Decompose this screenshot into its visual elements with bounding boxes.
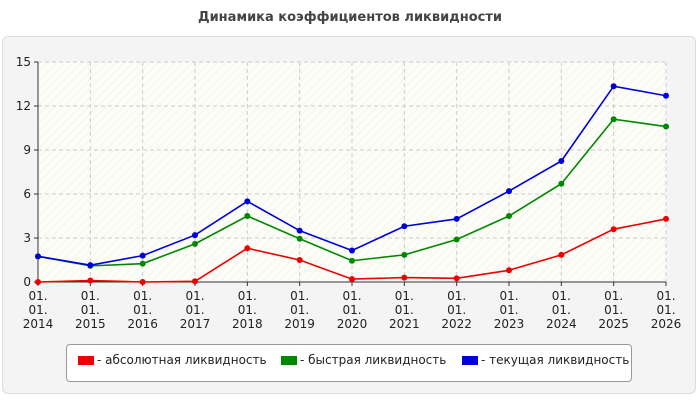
legend-swatch-absolute bbox=[78, 355, 94, 365]
data-point-2 bbox=[244, 198, 251, 205]
legend: - абсолютная ликвидность - быстрая ликви… bbox=[66, 344, 632, 382]
data-point-1 bbox=[558, 180, 565, 187]
data-point-1 bbox=[139, 260, 146, 267]
y-tick-label: 0 bbox=[23, 275, 31, 289]
x-tick-label: 01. 01. 2023 bbox=[494, 289, 525, 331]
x-tick-label: 01. 01. 2024 bbox=[546, 289, 577, 331]
data-point-1 bbox=[192, 240, 198, 247]
x-tick-label: 01. 01. 2016 bbox=[127, 289, 158, 331]
data-point-0 bbox=[506, 267, 512, 274]
data-point-2 bbox=[506, 188, 512, 195]
data-point-0 bbox=[87, 277, 94, 284]
chart-title: Динамика коэффициентов ликвидности bbox=[198, 10, 502, 25]
data-point-2 bbox=[35, 253, 41, 260]
data-point-1 bbox=[401, 251, 408, 258]
y-tick-label: 12 bbox=[16, 99, 31, 113]
data-point-1 bbox=[244, 213, 251, 219]
data-point-0 bbox=[453, 275, 460, 282]
x-tick-label: 01. 01. 2019 bbox=[284, 289, 315, 331]
y-tick-label: 15 bbox=[16, 55, 31, 69]
y-tick-label: 6 bbox=[23, 187, 31, 201]
data-point-2 bbox=[192, 232, 198, 239]
x-tick-label: 01. 01. 2021 bbox=[389, 289, 420, 331]
legend-swatch-quick bbox=[281, 355, 297, 365]
data-point-1 bbox=[610, 116, 617, 123]
tick-labels: 0 3 6 9 12 15 01. 01. 2014 01. 01. 2015 01. 01. 2016 01… bbox=[16, 55, 682, 331]
data-point-1 bbox=[506, 213, 512, 219]
x-tick-label: 01. 01. 2025 bbox=[598, 289, 629, 331]
x-tick-label: 01. 01. 2015 bbox=[75, 289, 106, 331]
x-tick-label: 01. 01. 2018 bbox=[232, 289, 263, 331]
data-point-1 bbox=[663, 123, 669, 130]
y-tick-label: 9 bbox=[23, 143, 31, 157]
series-layer bbox=[35, 83, 669, 285]
legend-item-absolute: - абсолютная ликвидность bbox=[78, 353, 267, 367]
data-point-0 bbox=[35, 279, 41, 285]
x-tick-label: 01. 01. 2014 bbox=[23, 289, 54, 331]
data-point-1 bbox=[296, 235, 303, 242]
data-point-0 bbox=[610, 226, 617, 233]
data-point-0 bbox=[244, 245, 251, 252]
data-point-2 bbox=[558, 158, 565, 164]
legend-label-quick: - быстрая ликвидность bbox=[300, 353, 447, 367]
data-point-0 bbox=[349, 276, 355, 283]
legend-item-quick: - быстрая ликвидность bbox=[281, 353, 446, 367]
data-point-0 bbox=[296, 257, 303, 263]
legend-item-current: - текущая ликвидность bbox=[462, 353, 629, 367]
data-point-1 bbox=[453, 236, 460, 243]
data-point-2 bbox=[401, 223, 408, 230]
data-point-2 bbox=[296, 227, 303, 234]
legend-label-current: - текущая ликвидность bbox=[481, 353, 630, 367]
x-tick-label: 01. 01. 2017 bbox=[180, 289, 211, 331]
data-point-2 bbox=[610, 83, 617, 90]
data-point-2 bbox=[453, 215, 460, 222]
x-tick-label: 01. 01. 2020 bbox=[337, 289, 368, 331]
data-point-2 bbox=[349, 247, 355, 254]
legend-swatch-current bbox=[462, 355, 478, 365]
data-point-0 bbox=[558, 251, 565, 258]
y-tick-label: 3 bbox=[23, 231, 31, 245]
data-point-0 bbox=[139, 279, 146, 285]
x-tick-label: 01. 01. 2022 bbox=[441, 289, 472, 331]
data-point-2 bbox=[139, 252, 146, 259]
data-point-0 bbox=[663, 215, 669, 222]
data-point-0 bbox=[192, 278, 198, 285]
data-point-1 bbox=[349, 257, 355, 264]
data-point-2 bbox=[87, 262, 94, 269]
data-point-0 bbox=[401, 274, 408, 281]
legend-label-absolute: - абсолютная ликвидность bbox=[97, 353, 267, 367]
data-point-2 bbox=[663, 92, 669, 99]
x-tick-label: 01. 01. 2026 bbox=[651, 289, 682, 331]
